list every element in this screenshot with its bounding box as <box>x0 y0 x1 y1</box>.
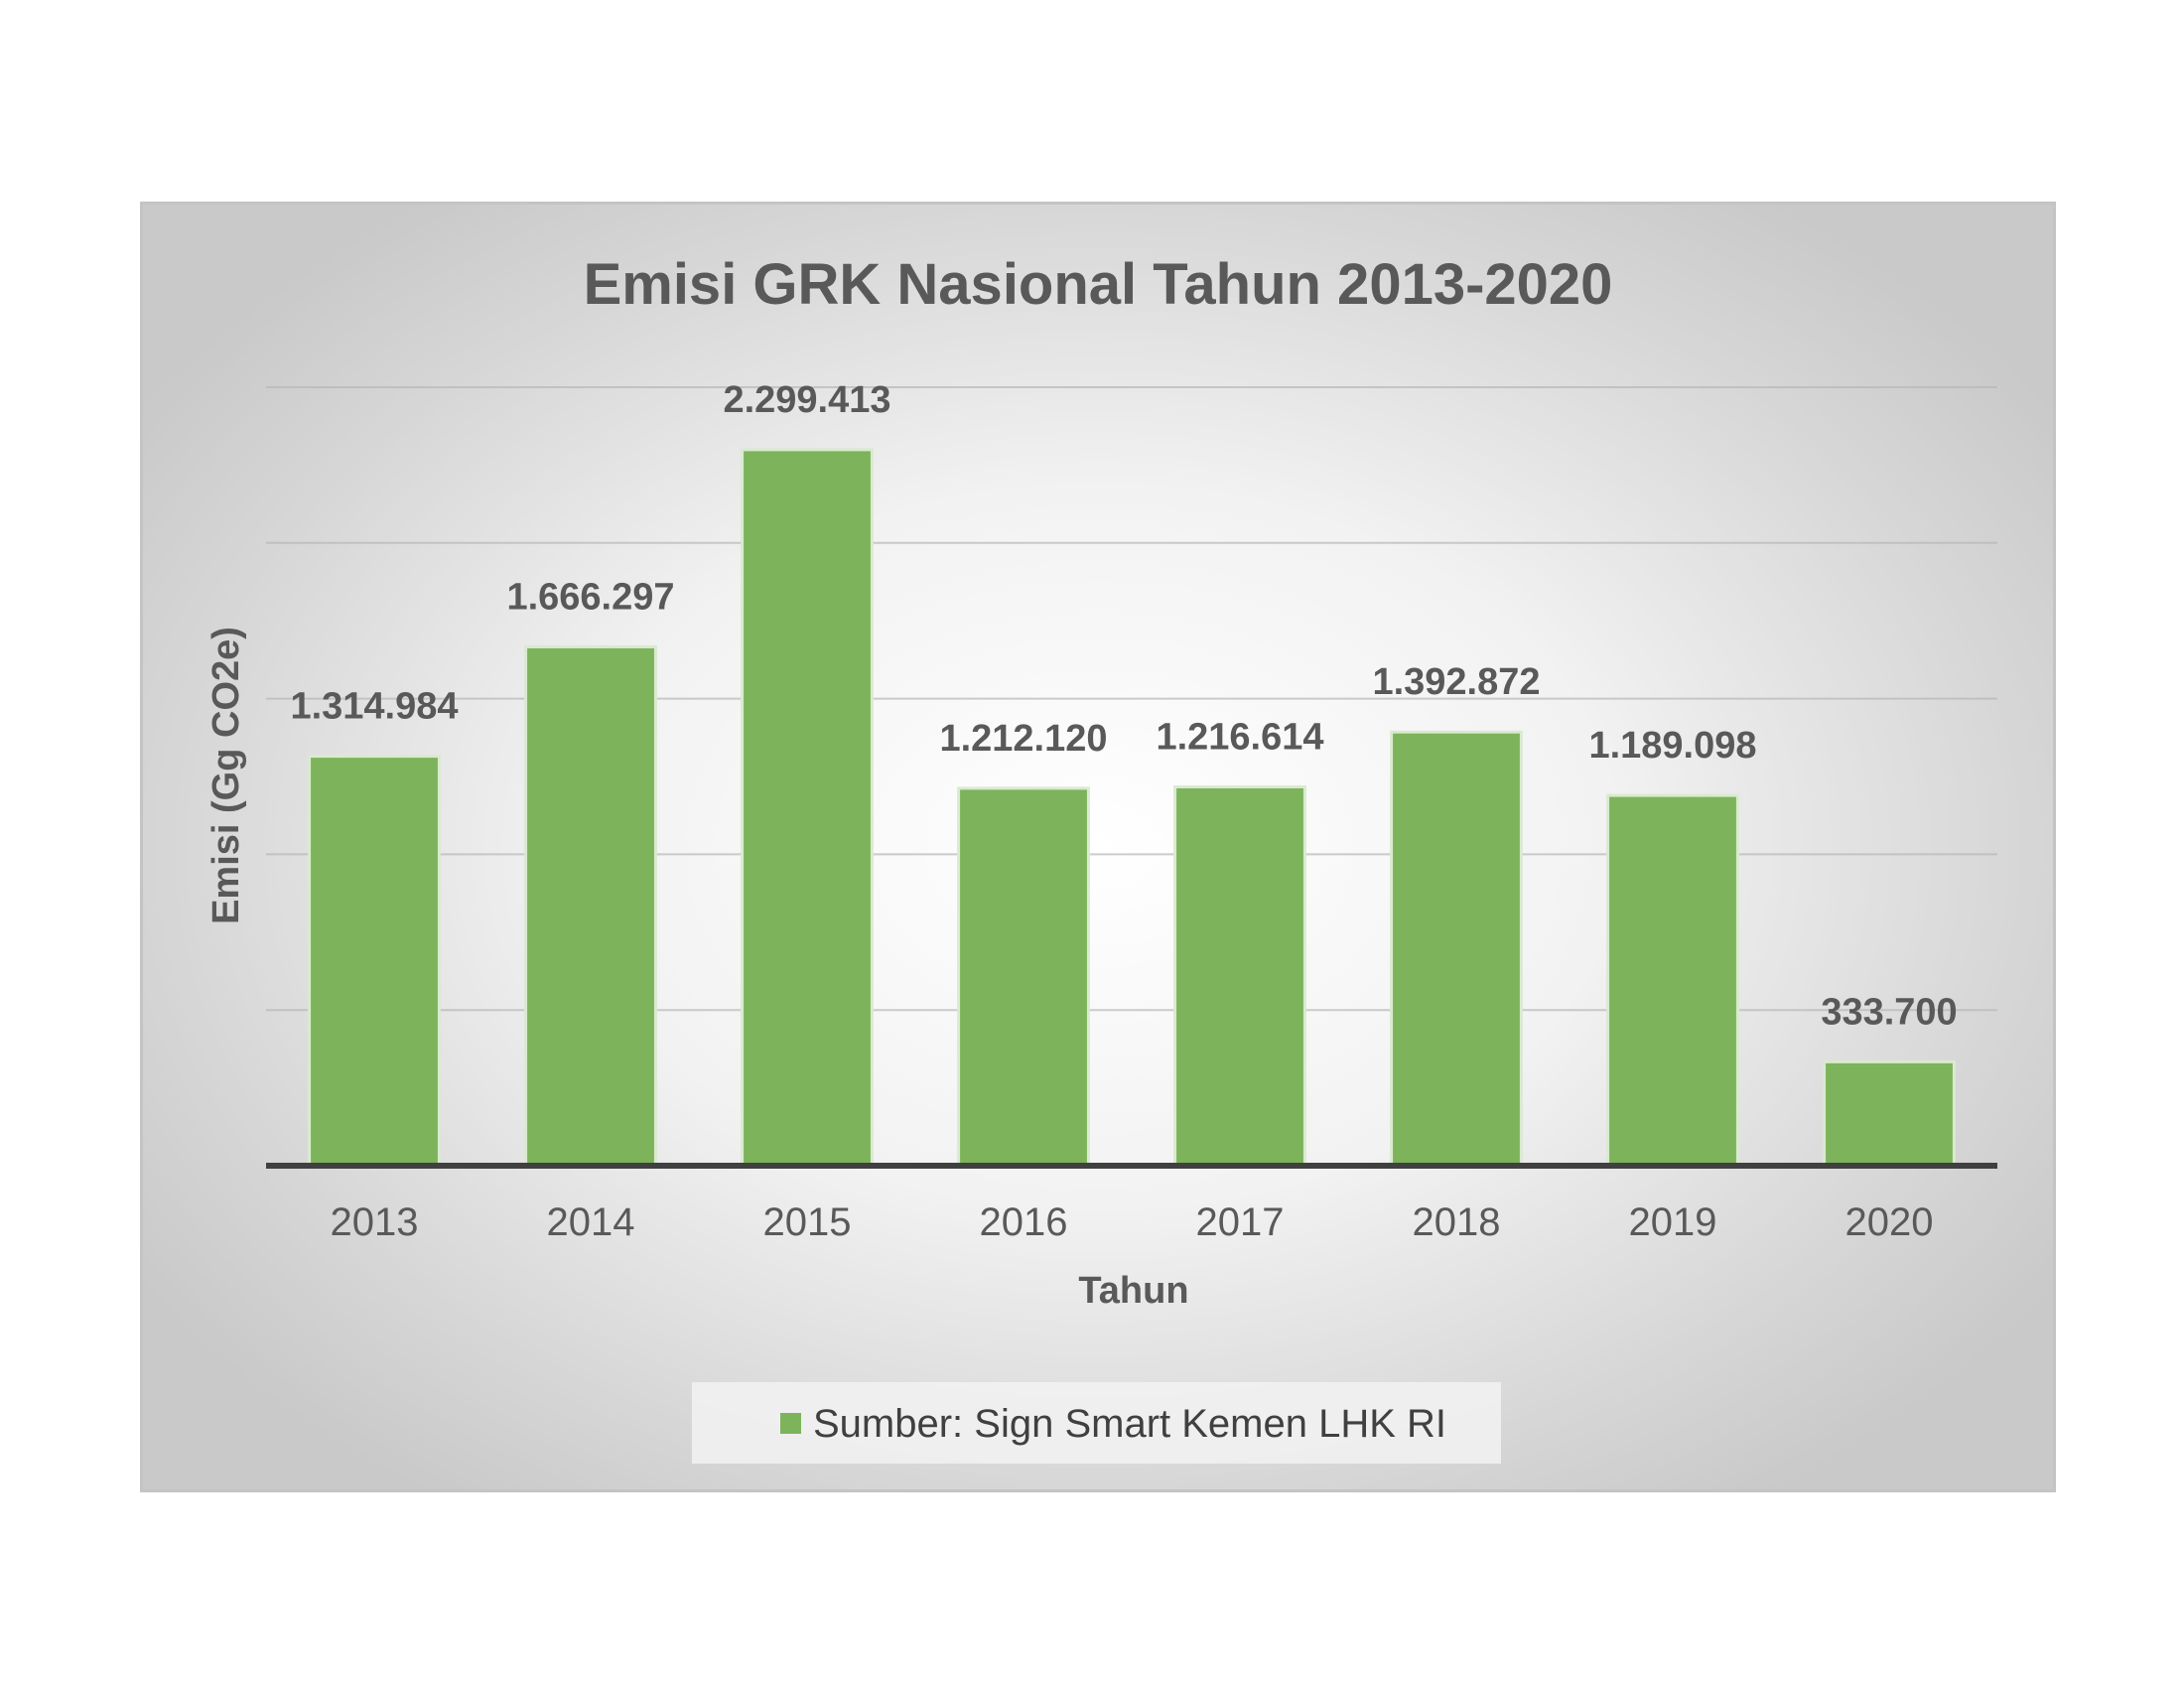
x-axis-title: Tahun <box>1078 1270 1188 1312</box>
x-tick-2020: 2020 <box>1845 1200 1934 1244</box>
x-tick-2017: 2017 <box>1196 1200 1285 1244</box>
x-tick-2015: 2015 <box>763 1200 852 1244</box>
data-label-2015: 2.299.413 <box>723 379 890 421</box>
bar-2018 <box>1390 730 1523 1168</box>
x-tick-2018: 2018 <box>1413 1200 1501 1244</box>
bar-2014 <box>524 644 657 1168</box>
bar-2017 <box>1173 784 1306 1168</box>
bar-2016 <box>957 786 1090 1168</box>
data-label-2020: 333.700 <box>1821 991 1957 1033</box>
bar-2019 <box>1606 793 1739 1168</box>
legend-label: Sumber: Sign Smart Kemen LHK RI <box>813 1402 1446 1446</box>
data-labels: 1.314.984 1.666.297 2.299.413 1.212.120 1.21… <box>290 379 1957 1033</box>
chart-frame: Emisi GRK Nasional Tahun 2013-2020 1.314… <box>140 202 2056 1492</box>
bar-2015 <box>741 448 874 1168</box>
bar-chart: Emisi GRK Nasional Tahun 2013-2020 1.314… <box>205 252 1997 1464</box>
bar-2020 <box>1823 1059 1956 1168</box>
bar-2013 <box>308 755 441 1168</box>
data-label-2018: 1.392.872 <box>1372 661 1540 703</box>
data-label-2017: 1.216.614 <box>1156 716 1323 758</box>
legend: Sumber: Sign Smart Kemen LHK RI <box>692 1382 1501 1464</box>
chart-title: Emisi GRK Nasional Tahun 2013-2020 <box>584 252 1613 317</box>
x-tick-2013: 2013 <box>331 1200 419 1244</box>
y-axis-title: Emisi (Gg CO2e) <box>205 627 247 924</box>
data-label-2014: 1.666.297 <box>506 576 674 618</box>
data-label-2019: 1.189.098 <box>1588 725 1756 767</box>
x-tick-2014: 2014 <box>547 1200 635 1244</box>
bars <box>308 448 1956 1168</box>
data-label-2016: 1.212.120 <box>939 718 1107 760</box>
data-label-2013: 1.314.984 <box>290 686 458 728</box>
x-tick-labels: 2013 2014 2015 2016 2017 2018 2019 2020 <box>331 1200 1934 1244</box>
x-tick-2019: 2019 <box>1629 1200 1717 1244</box>
x-tick-2016: 2016 <box>980 1200 1068 1244</box>
legend-box <box>692 1382 1501 1464</box>
legend-swatch <box>780 1413 801 1434</box>
